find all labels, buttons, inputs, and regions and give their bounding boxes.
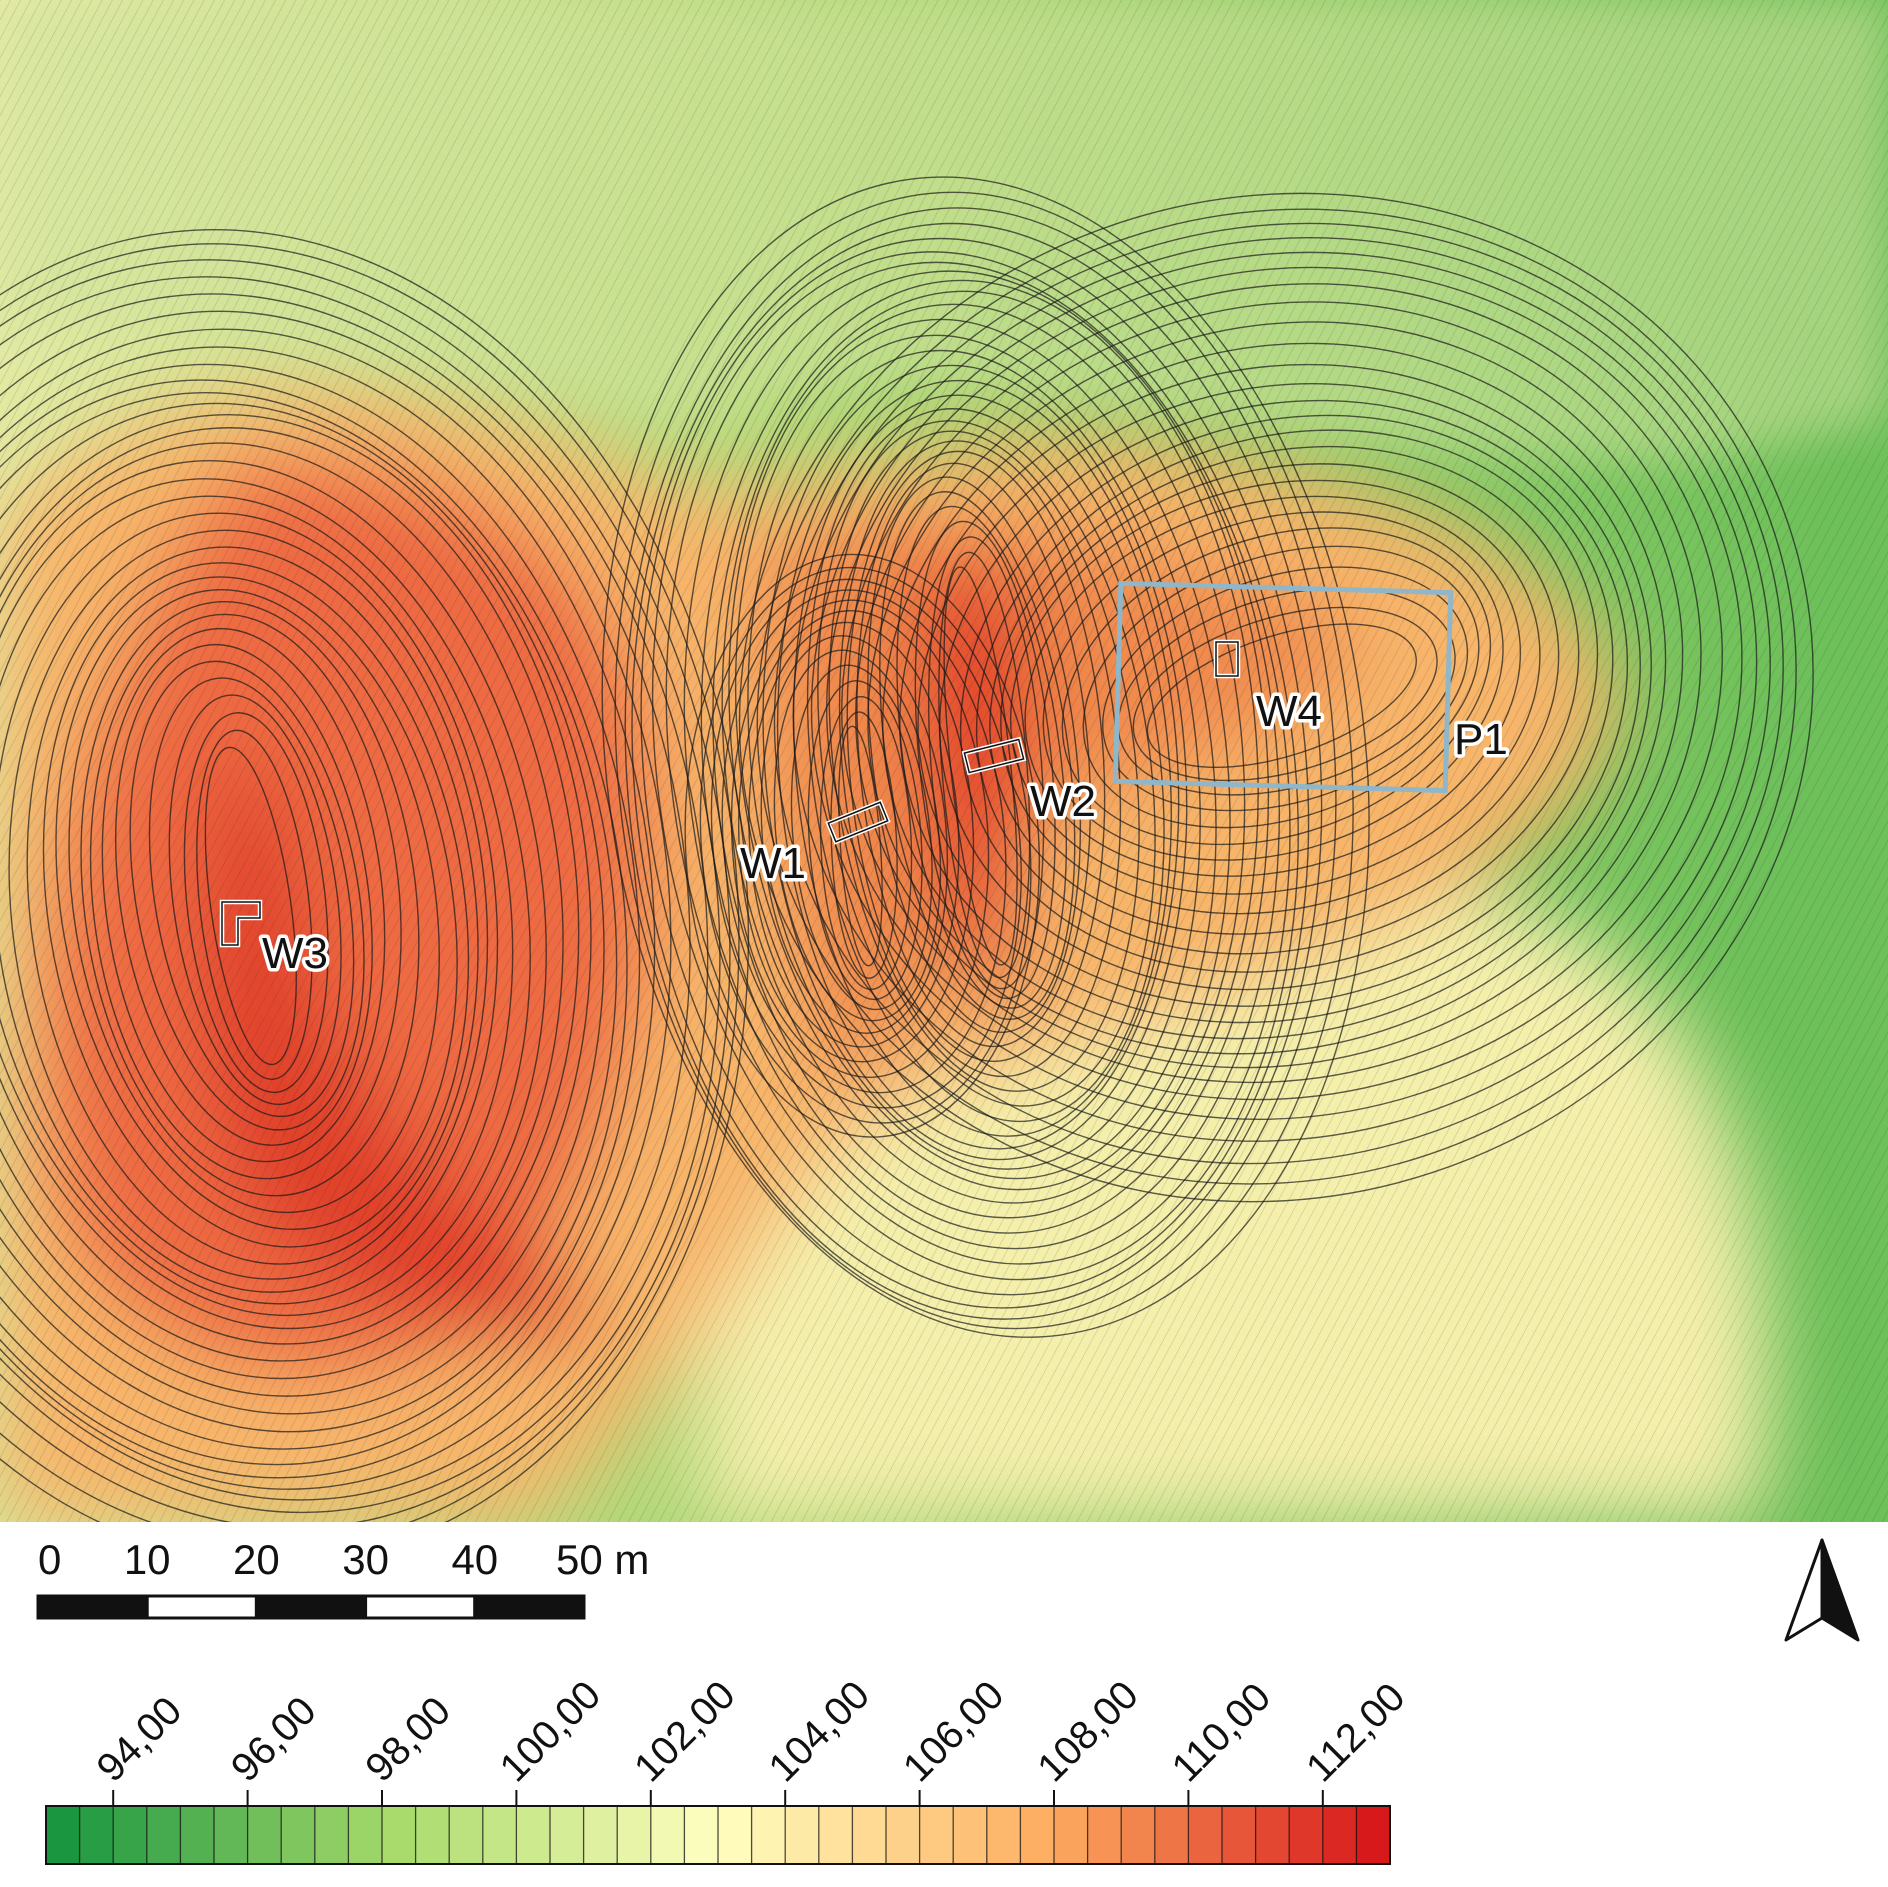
scale-bar-segment <box>473 1594 586 1620</box>
legend-bin <box>348 1806 383 1864</box>
legend-bin <box>1154 1806 1189 1864</box>
legend-bin <box>382 1806 417 1864</box>
legend-color-ramp <box>46 1806 1391 1864</box>
scale-bar-label: 10 <box>124 1536 171 1583</box>
legend-label: 98,00 <box>357 1688 459 1790</box>
legend-labels: 94,00 96,00 98,00 100,00 102,00 104,00 106,00 1… <box>88 1673 1414 1806</box>
legend-bin <box>583 1806 618 1864</box>
scale-bar-label: 40 <box>451 1536 498 1583</box>
legend-bin <box>1188 1806 1223 1864</box>
scale-bar-label: 50 m <box>556 1536 649 1583</box>
legend-label: 104,00 <box>760 1673 878 1791</box>
legend-frame <box>45 1805 1391 1865</box>
elevation-legend: 94,00 96,00 98,00 100,00 102,00 104,00 106,00 1… <box>45 1673 1414 1865</box>
scale-bar: 0 10 20 30 40 50 m <box>36 1536 649 1620</box>
legend-bin <box>986 1806 1021 1864</box>
scale-bar-segment <box>36 1594 149 1620</box>
legend-label: 94,00 <box>88 1688 190 1790</box>
legend-bin <box>214 1806 249 1864</box>
scale-bar-labels: 0 10 20 30 40 50 m <box>38 1536 649 1583</box>
legend-bin <box>1054 1806 1089 1864</box>
scale-bar-label: 20 <box>233 1536 280 1583</box>
legend-bin <box>1222 1806 1257 1864</box>
legend-label: 102,00 <box>626 1673 744 1791</box>
legend-bin <box>953 1806 988 1864</box>
contour-texture <box>0 0 1888 1522</box>
legend-bin <box>550 1806 585 1864</box>
legend-bin <box>1356 1806 1391 1864</box>
legend-label: 108,00 <box>1029 1673 1147 1791</box>
legend-label: 100,00 <box>492 1673 610 1791</box>
label-p1: P1 <box>1454 715 1508 764</box>
scale-bar-label: 30 <box>342 1536 389 1583</box>
legend-bin <box>1289 1806 1324 1864</box>
legend-bin <box>79 1806 114 1864</box>
legend-bin <box>684 1806 719 1864</box>
legend-bin <box>46 1806 81 1864</box>
legend-bin <box>415 1806 450 1864</box>
legend-bin <box>617 1806 652 1864</box>
legend-bin <box>314 1806 349 1864</box>
legend-label: 96,00 <box>223 1688 325 1790</box>
label-w2: W2 <box>1030 777 1096 826</box>
scale-bar-segments <box>36 1594 586 1620</box>
scale-bar-label: 0 <box>38 1536 61 1583</box>
trench-outlines-dark <box>221 641 1239 946</box>
legend-bin <box>650 1806 685 1864</box>
legend-bin <box>818 1806 853 1864</box>
north-arrow-icon <box>1784 1538 1860 1642</box>
scale-bar-segment <box>145 1594 258 1620</box>
legend-bin <box>919 1806 954 1864</box>
legend-bin <box>718 1806 753 1864</box>
legend-bin <box>1255 1806 1290 1864</box>
legend-bin <box>1322 1806 1357 1864</box>
label-w4: W4 <box>1256 687 1322 736</box>
label-w1: W1 <box>740 839 806 888</box>
scale-bar-segment <box>364 1594 477 1620</box>
legend-bin <box>1121 1806 1156 1864</box>
legend-bin <box>1087 1806 1122 1864</box>
legend-label: 112,00 <box>1298 1675 1414 1791</box>
legend-bin <box>449 1806 484 1864</box>
scale-bar-segment <box>254 1594 368 1620</box>
legend-bin <box>1020 1806 1055 1864</box>
legend-bin <box>180 1806 215 1864</box>
label-w3: W3 <box>262 929 328 978</box>
legend-bin <box>247 1806 282 1864</box>
legend-label: 110,00 <box>1164 1675 1280 1791</box>
legend-bin <box>113 1806 148 1864</box>
legend-bin <box>146 1806 181 1864</box>
survey-area-p1[interactable] <box>1112 580 1454 794</box>
elevation-map: W1 W2 W3 W4 P1 <box>0 0 1888 1522</box>
legend-bin <box>482 1806 517 1864</box>
legend-label: 106,00 <box>895 1673 1013 1791</box>
legend-bin <box>785 1806 820 1864</box>
legend-bin <box>516 1806 551 1864</box>
legend-bin <box>852 1806 887 1864</box>
legend-bin <box>886 1806 921 1864</box>
legend-bin <box>751 1806 786 1864</box>
legend-bin <box>281 1806 316 1864</box>
